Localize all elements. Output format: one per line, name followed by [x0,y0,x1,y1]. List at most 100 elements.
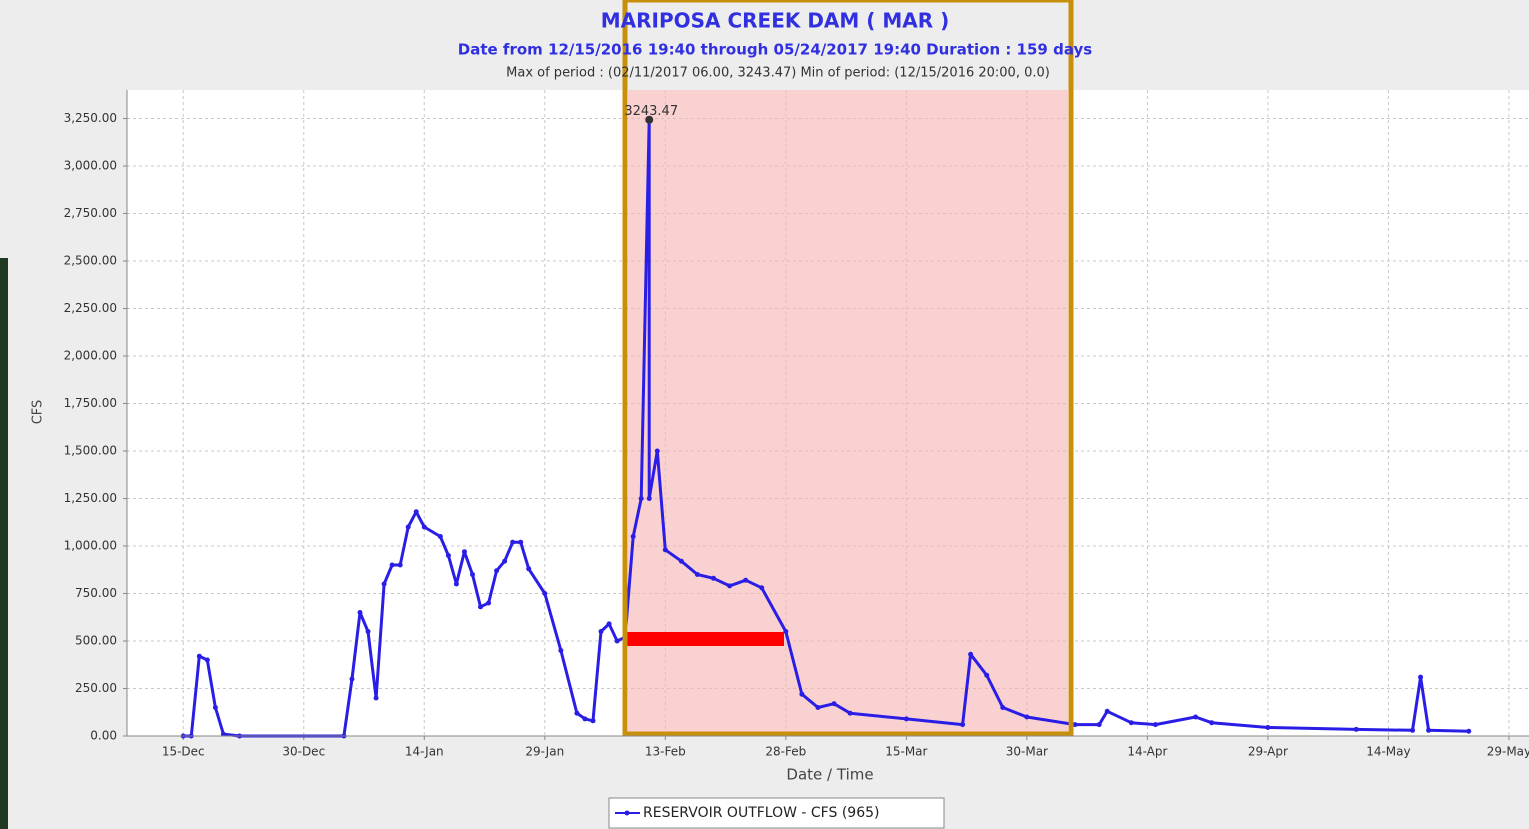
marks [180,115,1472,739]
data-point [421,524,427,530]
data-point [614,638,620,644]
data-point [1426,727,1432,733]
y-tick-label: 2,750.00 [64,206,117,220]
y-tick-label: 3,000.00 [64,159,117,173]
red-bar [627,632,784,646]
x-tick-label: 15-Mar [885,745,927,759]
data-point [960,722,966,728]
data-point [461,549,467,555]
x-tick-label: 14-Apr [1127,745,1167,759]
period-note: Max of period : (02/11/2017 06.00, 3243.… [506,66,1050,81]
data-point [381,581,387,587]
data-point [1466,728,1472,734]
x-tick-label: 29-Jan [525,745,564,759]
data-point [984,672,990,678]
peak-label: 3243.47 [624,104,678,119]
data-point [1209,720,1215,726]
data-point [1104,708,1110,714]
chart-subtitle: Date from 12/15/2016 19:40 through 05/24… [458,41,1092,59]
data-point [220,731,226,737]
data-point [510,539,516,545]
data-point [847,710,853,716]
data-point [711,575,717,581]
data-point [694,572,700,577]
data-point [1128,720,1134,726]
data-point [494,568,500,574]
data-point [1410,727,1416,733]
data-point [373,695,379,701]
y-tick-label: 2,500.00 [64,254,117,268]
data-point [405,524,411,530]
data-point [357,610,363,615]
peak-marker [645,115,654,124]
data-point [1152,722,1158,728]
x-tick-label: 30-Dec [282,745,325,759]
data-point [542,591,548,596]
data-point [397,562,403,568]
data-point [799,691,805,697]
data-point [1418,674,1424,680]
data-point [1096,722,1102,728]
y-tick-label: 1,000.00 [64,539,117,553]
data-point [831,701,837,707]
data-point [662,547,668,553]
data-point [365,629,371,634]
y-tick-label: 750.00 [75,586,117,600]
data-point [453,581,459,587]
data-point [518,539,524,545]
y-tick-label: 0.00 [90,729,117,743]
data-point [558,648,564,653]
data-point [349,676,355,682]
data-point [1353,726,1359,732]
data-point [469,572,475,577]
data-point [1024,714,1030,720]
x-tick-label: 13-Feb [645,745,686,759]
x-tick-label: 29-Apr [1248,745,1288,759]
data-point [606,621,612,627]
data-point [574,710,580,716]
data-point [654,448,660,454]
x-tick-label: 28-Feb [765,745,806,759]
data-point [1072,722,1078,728]
legend-label: RESERVOIR OUTFLOW - CFS (965) [643,805,879,821]
data-point [968,651,974,657]
data-point [478,604,484,610]
highlight-region [628,90,1068,736]
x-tick-label: 15-Dec [162,745,205,759]
data-point [526,566,532,572]
x-axis-label: Date / Time [786,766,873,784]
y-tick-label: 2,250.00 [64,301,117,315]
x-tick-label: 29-May [1487,745,1529,759]
data-point [727,583,733,589]
legend-swatch-dot [624,810,630,816]
data-point [815,705,821,710]
y-tick-label: 2,000.00 [64,349,117,363]
y-tick-label: 1,250.00 [64,491,117,505]
data-point [646,496,652,501]
highlight-box [622,0,1074,737]
data-point [204,657,210,663]
y-tick-label: 1,500.00 [64,444,117,458]
y-tick-label: 500.00 [75,634,117,648]
chart-title: MARIPOSA CREEK DAM ( MAR ) [601,9,950,33]
x-tick-label: 14-Jan [405,745,444,759]
data-point [598,629,604,634]
x-tick-label: 14-May [1366,745,1410,759]
data-point [445,553,451,558]
y-tick-label: 3,250.00 [64,111,117,125]
edge-strip [0,258,8,829]
y-tick-label: 1,750.00 [64,396,117,410]
data-point [743,577,749,583]
data-point [1000,705,1006,710]
data-point [196,653,202,659]
x-tick-label: 30-Mar [1006,745,1048,759]
y-tick-label: 250.00 [75,681,117,695]
data-point [1193,714,1199,720]
data-point [638,496,644,501]
legend [608,797,945,829]
data-point [502,558,508,564]
data-point [630,534,636,539]
data-point [783,629,789,634]
data-point [1265,724,1271,730]
